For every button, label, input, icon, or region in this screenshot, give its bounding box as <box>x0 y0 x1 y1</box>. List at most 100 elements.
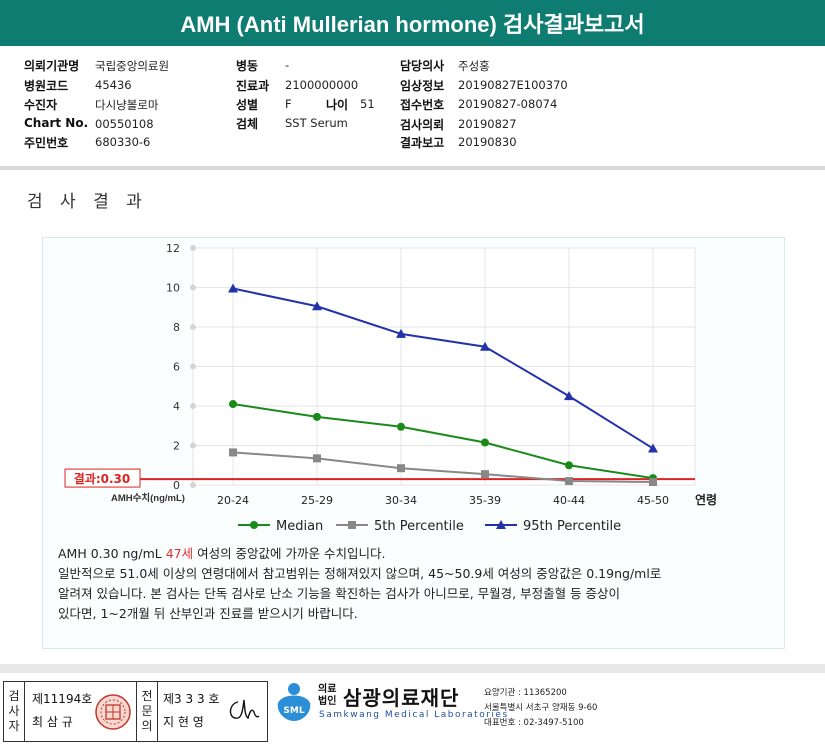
info-value: 20190830 <box>458 135 517 149</box>
x-tick-label: 20-24 <box>217 494 249 507</box>
info-label: 결과보고 <box>400 136 445 150</box>
series-point <box>229 448 237 457</box>
info-value: F <box>285 97 292 111</box>
series-point <box>397 464 405 473</box>
series-point <box>481 438 489 447</box>
series-line <box>232 451 654 484</box>
signature-box: 검 사 자 제11194호 최 삼 규 전 문 의 제3 3 3 호 지 현 영 <box>3 681 268 742</box>
header-divider <box>0 166 825 170</box>
series-point <box>565 461 573 470</box>
info-label: 검체 <box>236 117 259 131</box>
series-point <box>480 341 490 351</box>
series-point <box>228 283 238 293</box>
result-badge-label: 결과:0.30 <box>74 471 131 486</box>
legend-marker <box>250 521 258 529</box>
series-point <box>648 443 658 453</box>
series-line <box>232 403 654 480</box>
tester-name: 최 삼 규 <box>32 715 73 729</box>
tester-license-no: 제11194호 <box>32 692 93 706</box>
series-point <box>564 391 574 401</box>
legend-label: 5th Percentile <box>374 519 464 534</box>
specialist-name: 지 현 영 <box>163 715 204 729</box>
footer-divider <box>0 664 825 673</box>
result-badge <box>64 468 141 488</box>
info-label: 수진자 <box>24 98 58 112</box>
info-label: 접수번호 <box>400 98 445 112</box>
result-line-2: 일반적으로 51.0세 이상의 연령대에서 참고범위는 정해져있지 않으며, 4… <box>58 566 662 581</box>
info-label: 담당의사 <box>400 59 445 73</box>
info-label: 주민번호 <box>24 136 69 150</box>
sml-logo-icon: SML <box>277 683 311 721</box>
amh-line-chart: 0 2 4 6 8 10 12 20-24 25-29 30-34 35-39 40-44 45-50… <box>64 242 717 534</box>
info-value: 00550108 <box>95 117 154 131</box>
y-tick-label: 2 <box>173 440 180 453</box>
info-label: 성별 <box>236 98 259 112</box>
info-value: 20190827-08074 <box>458 97 558 111</box>
result-line-4: 있다면, 1~2개월 뒤 산부인과 진료를 받으시기 바랍니다. <box>58 606 358 621</box>
report-title-bar: AMH (Anti Mullerian hormone) 검사결과보고서 <box>0 0 825 46</box>
info-label: 의뢰기관명 <box>24 59 80 73</box>
legend-marker <box>348 521 356 529</box>
info-label: 병원코드 <box>24 79 69 93</box>
series-line <box>232 287 654 450</box>
result-suffix-text: 여성의 중앙값에 가까운 수치입니다. <box>193 546 386 561</box>
info-label: 검사의뢰 <box>400 118 445 132</box>
series-point <box>313 412 321 421</box>
series-point <box>312 301 322 311</box>
y-axis-unit-label: AMH수치(ng/mL) <box>111 492 185 504</box>
y-tick-dot <box>190 403 196 409</box>
info-label: 병동 <box>236 59 259 73</box>
legend-label: Median <box>276 519 323 534</box>
patient-info: 의뢰기관명 국립중앙의료원 병원코드 45436 수진자 다시냥볼로마 Char… <box>0 50 825 166</box>
signature-icon <box>229 699 260 720</box>
x-tick-label: 35-39 <box>469 494 501 507</box>
y-tick-dot <box>190 363 196 370</box>
info-value: 국립중앙의료원 <box>95 59 170 73</box>
contact-line-2: 서울특별시 서초구 양재동 9-60 <box>484 703 598 713</box>
logo-text: SML <box>283 706 304 716</box>
x-tick-label: 45-50 <box>637 494 669 507</box>
brand-name: 삼광의료재단 <box>343 686 460 710</box>
y-tick-label: 10 <box>166 282 180 295</box>
y-tick-dot <box>190 284 196 291</box>
x-axis-label: 연령 <box>695 492 717 507</box>
info-value: 20190827E100370 <box>458 78 568 92</box>
x-tick-label: 25-29 <box>301 494 333 507</box>
x-tick-label: 40-44 <box>553 494 585 507</box>
result-line-3: 알려져 있습니다. 본 검사는 단독 검사로 난소 기능을 확진하는 검사가 아… <box>58 586 621 601</box>
y-tick-dot <box>190 482 196 488</box>
y-tick-label: 0 <box>173 479 180 492</box>
series-point <box>313 454 321 463</box>
result-panel: 0 2 4 6 8 10 12 20-24 25-29 30-34 35-39 40-44 45-50… <box>42 237 785 649</box>
contact-line-1: 요양기관 : 11365200 <box>484 688 567 698</box>
series-point <box>649 478 657 487</box>
info-label: 진료과 <box>236 79 270 93</box>
legend-label: 95th Percentile <box>523 519 621 534</box>
result-interpretation: AMH 0.30 ng/mL 47세 여성의 중앙값에 가까운 수치입니다. 일… <box>58 544 778 624</box>
seal-stamp-icon <box>95 694 131 730</box>
info-value: 2100000000 <box>285 78 359 92</box>
y-tick-label: 4 <box>173 400 180 413</box>
brand-prefix: 의료 법인 <box>318 684 337 707</box>
y-tick-label: 12 <box>166 242 180 255</box>
y-tick-label: 6 <box>173 361 180 374</box>
result-value-text: AMH 0.30 ng/mL <box>58 546 166 561</box>
y-tick-dot <box>190 324 196 330</box>
report-title: AMH (Anti Mullerian hormone) 검사결과보고서 <box>180 12 645 37</box>
series-point <box>396 328 406 338</box>
info-label: Chart No. <box>24 116 89 130</box>
y-tick-label: 8 <box>173 321 180 334</box>
specialist-label: 전 문 의 <box>136 682 158 741</box>
info-value: 45436 <box>95 78 132 92</box>
y-tick-dot <box>190 442 196 449</box>
brand-english-name: Samkwang Medical Laboratories <box>319 710 509 720</box>
series-point <box>229 400 237 409</box>
specialist-license-no: 제3 3 3 호 <box>163 692 220 706</box>
info-value: 다시냥볼로마 <box>95 98 159 112</box>
info-value: 680330-6 <box>95 135 151 149</box>
section-title: 검 사 결 과 <box>27 192 148 212</box>
x-tick-label: 30-34 <box>385 494 417 507</box>
series-point <box>397 422 405 431</box>
info-value: - <box>285 58 290 72</box>
info-value: SST Serum <box>285 116 348 130</box>
